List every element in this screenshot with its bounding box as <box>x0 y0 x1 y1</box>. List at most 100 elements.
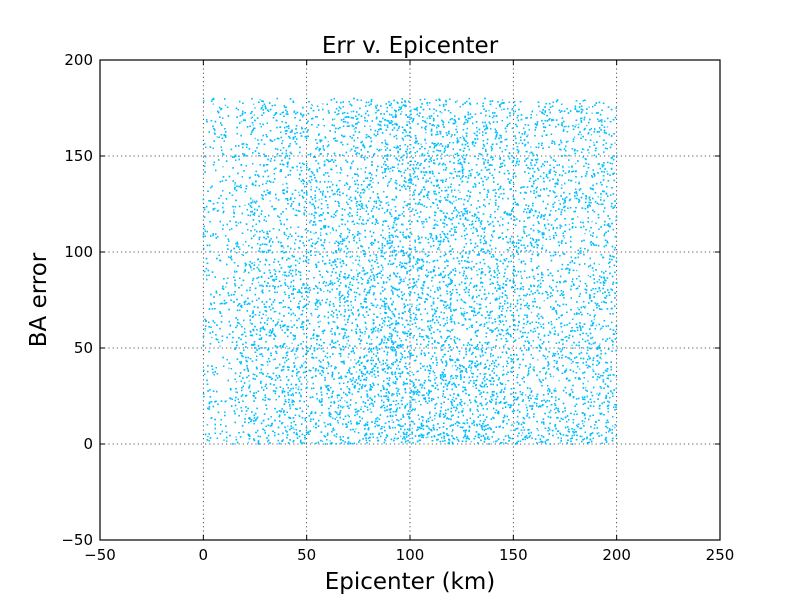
data-point <box>441 112 442 113</box>
data-point <box>236 408 237 409</box>
data-point <box>521 275 522 276</box>
data-point <box>434 375 435 376</box>
data-point <box>607 126 608 127</box>
data-point <box>540 279 541 280</box>
data-point <box>538 232 539 233</box>
data-point <box>317 309 318 310</box>
data-point <box>571 345 572 346</box>
data-point <box>589 230 590 231</box>
data-point <box>303 363 304 364</box>
data-point <box>600 197 601 198</box>
data-point <box>302 442 303 443</box>
data-point <box>491 317 492 318</box>
data-point <box>616 376 617 377</box>
data-point <box>581 134 582 135</box>
data-point <box>497 440 498 441</box>
data-point <box>591 344 592 345</box>
data-point <box>205 156 206 157</box>
data-point <box>274 279 275 280</box>
data-point <box>250 322 251 323</box>
data-point <box>588 152 589 153</box>
data-point <box>393 224 394 225</box>
data-point <box>364 333 365 334</box>
data-point <box>523 300 524 301</box>
data-point <box>356 371 357 372</box>
data-point <box>258 264 259 265</box>
data-point <box>282 274 283 275</box>
data-point <box>358 223 359 224</box>
data-point <box>252 199 253 200</box>
data-point <box>425 132 426 133</box>
data-point <box>287 348 288 349</box>
data-point <box>512 393 513 394</box>
data-point <box>304 439 305 440</box>
data-point <box>278 319 279 320</box>
data-point <box>258 282 259 283</box>
data-point <box>320 232 321 233</box>
data-point <box>557 351 558 352</box>
data-point <box>561 184 562 185</box>
data-point <box>577 216 578 217</box>
data-point <box>298 386 299 387</box>
data-point <box>336 417 337 418</box>
data-point <box>293 428 294 429</box>
data-point <box>361 168 362 169</box>
data-point <box>313 233 314 234</box>
data-point <box>614 374 615 375</box>
data-point <box>370 408 371 409</box>
data-point <box>249 384 250 385</box>
data-point <box>368 188 369 189</box>
data-point <box>413 267 414 268</box>
data-point <box>472 386 473 387</box>
data-point <box>375 331 376 332</box>
data-point <box>556 433 557 434</box>
data-point <box>496 108 497 109</box>
data-point <box>514 423 515 424</box>
data-point <box>486 124 487 125</box>
data-point <box>527 134 528 135</box>
data-point <box>351 111 352 112</box>
data-point <box>245 414 246 415</box>
data-point <box>330 440 331 441</box>
data-point <box>311 104 312 105</box>
data-point <box>396 123 397 124</box>
data-point <box>297 169 298 170</box>
data-point <box>588 275 589 276</box>
data-point <box>291 343 292 344</box>
data-point <box>579 368 580 369</box>
data-point <box>336 172 337 173</box>
data-point <box>566 368 567 369</box>
data-point <box>397 168 398 169</box>
data-point <box>315 248 316 249</box>
data-point <box>328 141 329 142</box>
data-point <box>549 236 550 237</box>
data-point <box>369 218 370 219</box>
data-point <box>555 388 556 389</box>
data-point <box>453 201 454 202</box>
data-point <box>547 220 548 221</box>
data-point <box>405 442 406 443</box>
data-point <box>429 199 430 200</box>
data-point <box>241 121 242 122</box>
data-point <box>575 163 576 164</box>
data-point <box>606 171 607 172</box>
data-point <box>410 320 411 321</box>
data-point <box>585 387 586 388</box>
data-point <box>480 226 481 227</box>
data-point <box>391 107 392 108</box>
data-point <box>593 270 594 271</box>
data-point <box>355 428 356 429</box>
data-point <box>591 134 592 135</box>
data-point <box>373 253 374 254</box>
data-point <box>471 368 472 369</box>
data-point <box>529 152 530 153</box>
data-point <box>416 305 417 306</box>
data-point <box>350 150 351 151</box>
data-point <box>582 423 583 424</box>
data-point <box>537 359 538 360</box>
data-point <box>287 425 288 426</box>
data-point <box>244 205 245 206</box>
data-point <box>451 431 452 432</box>
data-point <box>225 105 226 106</box>
